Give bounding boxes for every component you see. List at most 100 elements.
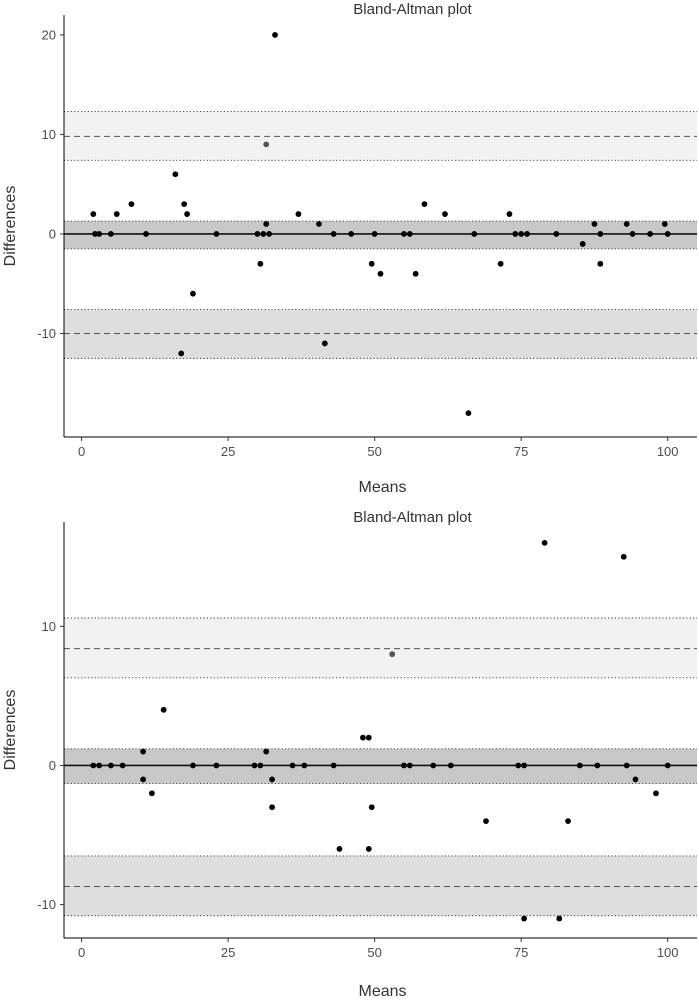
y-axis-title: Differences bbox=[2, 690, 19, 771]
x-tick-label: 75 bbox=[514, 444, 528, 459]
data-point bbox=[556, 915, 563, 922]
data-point bbox=[406, 762, 413, 769]
data-point bbox=[483, 818, 489, 825]
x-tick-label: 100 bbox=[657, 444, 679, 459]
lower-loa-ci-band bbox=[64, 855, 697, 916]
x-tick-label: 0 bbox=[78, 945, 85, 960]
data-point bbox=[664, 762, 671, 769]
x-tick-label: 25 bbox=[221, 945, 235, 960]
y-axis-title: Differences bbox=[2, 186, 19, 267]
data-point bbox=[465, 410, 472, 417]
data-point bbox=[213, 231, 220, 237]
data-point bbox=[181, 201, 188, 208]
data-point bbox=[289, 762, 296, 769]
data-point bbox=[591, 221, 598, 227]
data-point bbox=[92, 231, 98, 237]
data-point bbox=[260, 231, 267, 237]
data-point bbox=[348, 231, 355, 237]
data-point bbox=[257, 260, 264, 267]
data-point bbox=[96, 231, 103, 237]
x-tick-label: 25 bbox=[221, 444, 235, 459]
data-point bbox=[321, 340, 328, 347]
data-point bbox=[515, 762, 522, 769]
data-point bbox=[96, 762, 103, 769]
data-point bbox=[412, 270, 419, 277]
data-point bbox=[597, 260, 604, 267]
data-point bbox=[160, 706, 167, 713]
data-point bbox=[524, 231, 530, 237]
x-tick-label: 50 bbox=[367, 945, 381, 960]
data-point bbox=[263, 221, 270, 227]
data-point bbox=[442, 211, 448, 217]
data-point bbox=[257, 762, 264, 769]
data-point bbox=[447, 762, 454, 769]
data-point bbox=[401, 231, 407, 237]
data-point bbox=[330, 231, 337, 237]
x-tick-label: 100 bbox=[657, 945, 679, 960]
data-point bbox=[251, 762, 258, 769]
data-point bbox=[576, 762, 583, 769]
data-point bbox=[301, 762, 308, 769]
chart-title: Bland-Altman plot bbox=[353, 509, 472, 526]
data-point bbox=[377, 270, 384, 277]
data-point bbox=[471, 231, 478, 237]
data-point bbox=[629, 231, 636, 237]
data-point bbox=[623, 762, 630, 769]
data-point bbox=[365, 734, 372, 741]
data-point bbox=[594, 762, 601, 769]
data-point bbox=[113, 211, 120, 217]
data-point bbox=[140, 776, 147, 783]
data-point bbox=[143, 231, 149, 237]
data-point bbox=[269, 804, 275, 811]
data-point bbox=[521, 762, 527, 769]
data-point bbox=[184, 211, 190, 217]
data-point bbox=[661, 221, 668, 227]
data-point bbox=[213, 762, 220, 769]
data-point bbox=[389, 651, 396, 658]
data-point bbox=[128, 201, 135, 208]
data-point bbox=[119, 762, 126, 769]
data-point bbox=[406, 231, 413, 237]
data-point bbox=[597, 231, 604, 237]
data-point bbox=[632, 776, 639, 783]
data-point bbox=[553, 231, 560, 237]
y-tick-label: 0 bbox=[49, 226, 56, 241]
data-point bbox=[90, 762, 97, 769]
data-point bbox=[295, 211, 302, 217]
data-point bbox=[107, 762, 114, 769]
data-point bbox=[506, 211, 513, 217]
x-axis-title: Means bbox=[358, 479, 406, 496]
y-tick-label: 10 bbox=[42, 619, 56, 634]
data-point bbox=[518, 231, 525, 237]
x-tick-label: 0 bbox=[78, 444, 85, 459]
data-point bbox=[579, 241, 586, 247]
data-point bbox=[541, 539, 548, 546]
data-point bbox=[512, 231, 519, 237]
data-point bbox=[269, 776, 275, 783]
y-tick-label: -10 bbox=[37, 897, 56, 912]
data-point bbox=[316, 221, 322, 227]
data-point bbox=[172, 171, 179, 178]
bland-altman-plot-1: 0 25 50 75 100 -10 0 10 20 Bland-Altman plot Means… bbox=[2, 1, 697, 496]
data-point bbox=[360, 734, 366, 741]
y-tick-label: 10 bbox=[42, 127, 56, 142]
data-point bbox=[565, 818, 571, 825]
data-point bbox=[421, 201, 428, 208]
data-point bbox=[371, 231, 378, 237]
data-point bbox=[664, 231, 671, 237]
data-point bbox=[365, 846, 372, 852]
data-point bbox=[368, 260, 375, 267]
x-axis-title: Means bbox=[358, 983, 406, 1000]
data-point bbox=[336, 846, 343, 852]
data-point bbox=[330, 762, 337, 769]
data-point bbox=[368, 804, 375, 811]
y-tick-label: -10 bbox=[37, 326, 56, 341]
data-point bbox=[140, 748, 147, 755]
data-point bbox=[190, 290, 196, 297]
y-tick-label: 20 bbox=[42, 27, 56, 42]
data-point bbox=[107, 231, 114, 237]
x-tick-label: 50 bbox=[367, 444, 381, 459]
data-point bbox=[272, 32, 278, 38]
upper-loa-ci-band bbox=[64, 618, 697, 678]
